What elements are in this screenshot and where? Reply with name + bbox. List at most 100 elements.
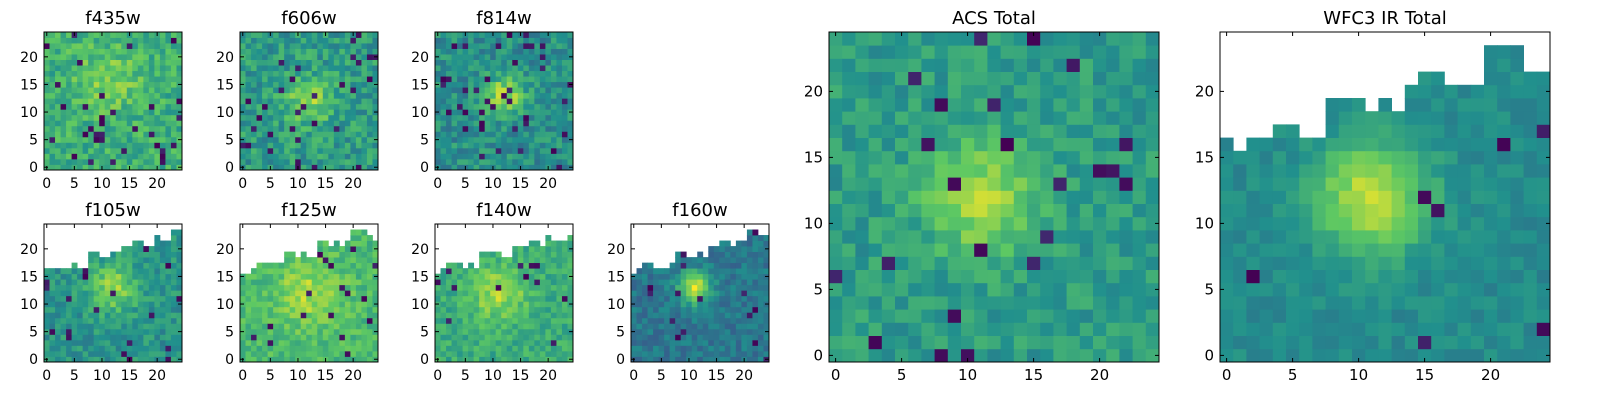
heatmap-cell	[1272, 137, 1287, 152]
heatmap-cell	[550, 131, 557, 138]
heatmap-cell	[44, 312, 50, 319]
heatmap-cell	[132, 103, 139, 110]
x-tick-label: 10	[484, 368, 502, 384]
heatmap-cell	[1066, 322, 1081, 336]
heatmap-cell	[251, 339, 257, 346]
heatmap-cell	[446, 48, 452, 55]
heatmap-cell	[539, 37, 546, 44]
heatmap-cell	[262, 273, 268, 280]
heatmap-cell	[446, 312, 452, 319]
heatmap-cell	[495, 262, 502, 269]
heatmap-cell	[512, 317, 519, 324]
heatmap-cell	[724, 312, 731, 319]
heatmap-cell	[1013, 230, 1028, 244]
heatmap-cell	[251, 158, 257, 165]
heatmap-cell	[691, 262, 698, 269]
heatmap-cell	[528, 37, 535, 44]
heatmap-cell	[506, 350, 513, 357]
heatmap-cell	[1053, 322, 1067, 336]
heatmap-cell	[691, 290, 698, 297]
heatmap-cell	[355, 142, 362, 149]
heatmap-cell	[262, 59, 268, 66]
heatmap-cell	[60, 147, 67, 154]
heatmap-cell	[479, 37, 486, 44]
heatmap-cell	[245, 301, 252, 308]
heatmap-cell	[567, 147, 574, 154]
heatmap-cell	[245, 295, 252, 302]
heatmap-cell	[1145, 243, 1160, 257]
heatmap-cell	[462, 290, 469, 297]
heatmap-cell	[908, 150, 922, 165]
heatmap-cell	[881, 322, 896, 336]
heatmap-cell	[974, 203, 988, 218]
heatmap-cell	[534, 273, 541, 280]
heatmap-cell	[658, 323, 665, 330]
heatmap-cell	[289, 87, 296, 94]
heatmap-cell	[328, 70, 335, 77]
heatmap-cell	[664, 312, 671, 319]
heatmap-cell	[708, 301, 715, 308]
heatmap-cell	[462, 312, 469, 319]
heatmap-cell	[517, 345, 524, 352]
heatmap-cell	[446, 114, 452, 121]
heatmap-cell	[88, 301, 95, 308]
heatmap-cell	[328, 246, 335, 252]
heatmap-cell	[550, 323, 557, 330]
heatmap-cell	[170, 142, 177, 149]
heatmap-cell	[328, 328, 335, 335]
heatmap-cell	[1246, 164, 1260, 178]
heatmap-cell	[240, 120, 246, 127]
heatmap-cell	[440, 103, 447, 110]
heatmap-cell	[372, 339, 379, 346]
heatmap-cell	[322, 301, 329, 308]
heatmap-cell	[680, 317, 687, 324]
heatmap-cell	[132, 136, 139, 143]
heatmap-cell	[154, 345, 161, 352]
heatmap-cell	[550, 251, 557, 258]
heatmap-cell	[506, 284, 513, 291]
heatmap-cell	[121, 306, 128, 313]
heatmap-cell	[1312, 335, 1326, 350]
heatmap-cell	[115, 290, 122, 297]
heatmap-cell	[126, 59, 133, 66]
heatmap-cell	[66, 114, 72, 121]
heatmap-cell	[550, 87, 557, 94]
heatmap-cell	[126, 306, 133, 313]
heatmap-cell	[642, 295, 648, 302]
heatmap-cell	[550, 125, 557, 132]
heatmap-cell	[372, 120, 379, 127]
heatmap-cell	[517, 312, 524, 319]
heatmap-cell	[88, 273, 95, 280]
heatmap-cell	[446, 301, 452, 308]
heatmap-cell	[658, 284, 665, 291]
heatmap-cell	[372, 98, 379, 105]
heatmap-cell	[691, 301, 698, 308]
heatmap-cell	[143, 295, 150, 302]
heatmap-cell	[322, 114, 329, 121]
heatmap-cell	[88, 153, 95, 160]
x-tick-label: 20	[539, 368, 557, 384]
heatmap-cell	[484, 251, 491, 258]
heatmap-cell	[366, 103, 373, 110]
heatmap-cell	[256, 153, 263, 160]
heatmap-cell	[245, 136, 252, 143]
heatmap-cell	[528, 65, 535, 72]
heatmap-cell	[495, 345, 502, 352]
heatmap-cell	[501, 32, 508, 38]
heatmap-cell	[170, 158, 177, 165]
heatmap-cell	[517, 284, 524, 291]
heatmap-cell	[115, 103, 122, 110]
heatmap-cell	[741, 251, 748, 258]
heatmap-cell	[523, 339, 530, 346]
heatmap-cell	[322, 131, 329, 138]
heatmap-cell	[479, 273, 486, 280]
heatmap-cell	[1053, 216, 1067, 231]
heatmap-cell	[328, 273, 335, 280]
heatmap-cell	[462, 147, 469, 154]
heatmap-cell	[104, 257, 111, 264]
heatmap-cell	[1325, 111, 1340, 125]
heatmap-cell	[490, 76, 497, 83]
heatmap-cell	[746, 312, 753, 319]
heatmap-cell	[479, 262, 486, 269]
heatmap-cell	[1338, 348, 1353, 363]
